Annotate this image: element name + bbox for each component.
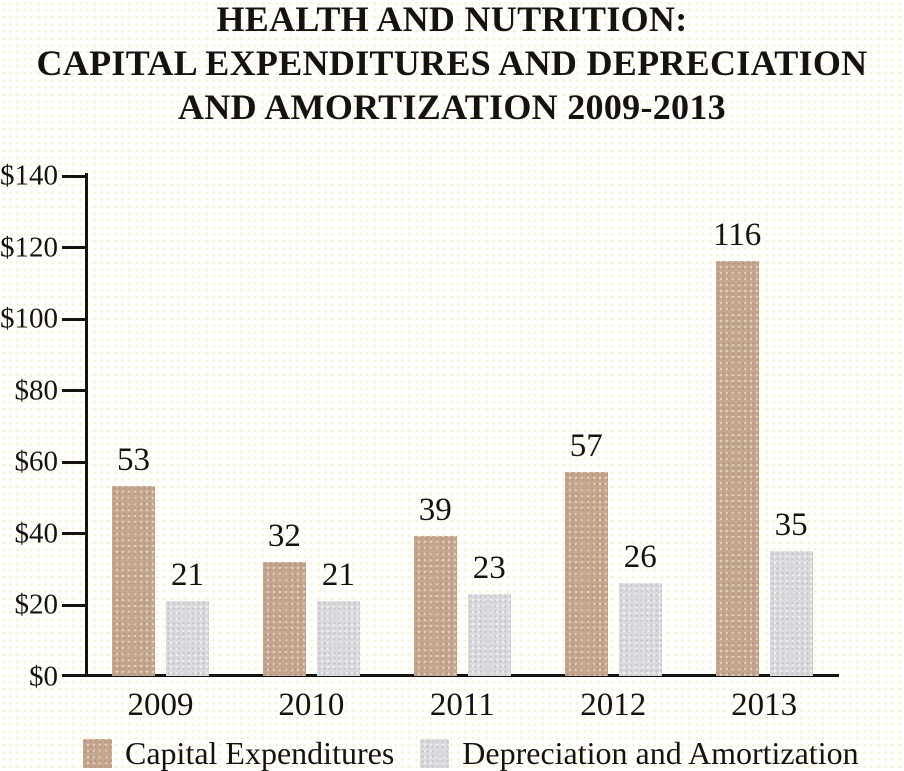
legend-swatch [83, 738, 112, 768]
value-label-2013-s1: 35 [774, 506, 808, 543]
y-tick-label: $60 [14, 445, 59, 478]
legend-swatch [420, 738, 450, 768]
bar-2013-capital-expenditures [715, 260, 759, 676]
legend: Capital Expenditures Depreciation and Amo… [83, 737, 859, 769]
value-label-2010-s0: 32 [267, 517, 301, 554]
y-tick [62, 246, 88, 250]
y-tick-label: $120 [0, 231, 58, 264]
value-label-2011-s1: 23 [472, 549, 506, 586]
value-label-2013-s0: 116 [712, 216, 762, 253]
legend-item-capital-expenditures: Capital Expenditures [83, 737, 394, 769]
y-axis-line [85, 173, 88, 677]
x-tick-label-2010: 2010 [278, 687, 345, 723]
bar-2012-depreciation-amortization [618, 582, 662, 676]
value-label-2012-s0: 57 [569, 428, 603, 465]
y-tick-label: $0 [29, 660, 58, 693]
value-label-2011-s0: 39 [418, 492, 452, 529]
y-tick [62, 389, 88, 393]
x-tick-label-2009: 2009 [127, 687, 194, 723]
chart-title-line-3: AND AMORTIZATION 2009-2013 [178, 87, 726, 127]
x-tick-label-2011: 2011 [429, 687, 495, 723]
y-tick [62, 460, 88, 464]
y-tick-label: $140 [0, 159, 58, 192]
legend-label: Capital Expenditures [125, 735, 395, 771]
y-tick [62, 603, 88, 607]
value-label-2009-s1: 21 [171, 556, 204, 593]
legend-label: Depreciation and Amortization [462, 735, 859, 771]
y-tick-label: $100 [0, 302, 58, 335]
value-label-2010-s1: 21 [321, 556, 355, 593]
bar-2013-depreciation-amortization [769, 550, 813, 676]
chart-title-line-1: HEALTH AND NUTRITION: [216, 0, 688, 39]
y-tick-label: $40 [14, 517, 59, 550]
bar-2009-capital-expenditures [112, 486, 155, 676]
y-tick-label: $80 [14, 374, 59, 407]
bar-2012-capital-expenditures [564, 472, 608, 676]
x-tick-label-2013: 2013 [731, 687, 798, 723]
legend-item-depreciation-amortization: Depreciation and Amortization [420, 735, 859, 771]
bar-2011-depreciation-amortization [467, 593, 511, 676]
y-tick [62, 317, 88, 321]
y-tick [62, 532, 88, 536]
bar-2009-depreciation-amortization [166, 600, 209, 676]
bar-2010-depreciation-amortization [316, 600, 360, 676]
chart-title-line-2: CAPITAL EXPENDITURES AND DEPRECIATION [36, 43, 868, 83]
value-label-2012-s1: 26 [623, 538, 657, 575]
x-tick-label-2012: 2012 [580, 687, 647, 723]
bar-2010-capital-expenditures [262, 561, 306, 676]
value-label-2009-s0: 53 [117, 442, 150, 479]
y-tick-label: $20 [14, 588, 59, 621]
chart-title: HEALTH AND NUTRITION: CAPITAL EXPENDITUR… [0, 0, 904, 129]
bar-2011-capital-expenditures [413, 536, 457, 676]
y-tick [62, 174, 88, 178]
